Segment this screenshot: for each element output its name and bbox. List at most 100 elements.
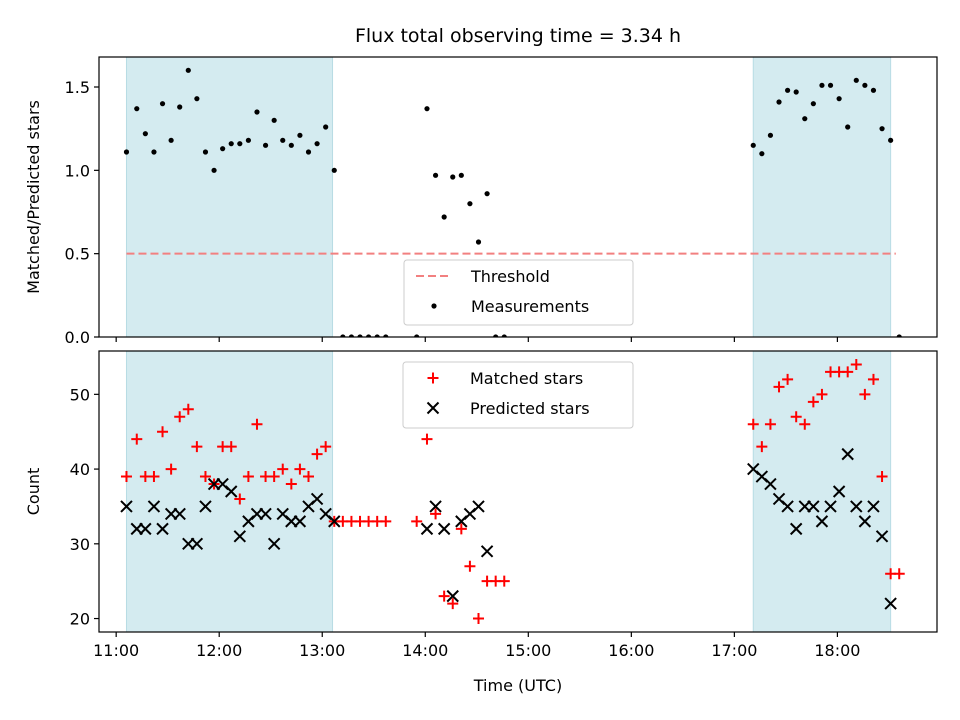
ratio-panel: 0.0 0.5 1.0 1.5 Matched/Predicted stars Flux …	[24, 25, 938, 347]
x-tick-label: 15:00	[505, 641, 551, 660]
measurement-point	[475, 239, 482, 245]
measurement-point	[383, 334, 389, 337]
predicted-star-point	[190, 537, 204, 551]
matched-star-point	[311, 448, 323, 460]
predicted-star-point	[267, 537, 281, 551]
predicted-star-point	[173, 507, 186, 521]
predicted-star-point	[147, 500, 161, 513]
predicted-star-point	[199, 500, 212, 513]
matched-star-point	[782, 373, 794, 385]
measurement-point	[450, 174, 456, 180]
predicted-star-point	[328, 515, 341, 528]
predicted-star-point	[139, 522, 152, 536]
matched-star-point	[174, 411, 186, 423]
predicted-star-point	[815, 515, 829, 528]
count-panel: 11:00 12:00 13:00 14:00 15:00 16:00 17:00 18:00…	[24, 350, 938, 695]
matched-star-point	[447, 598, 459, 610]
measurement-point	[366, 334, 372, 337]
measurement-point	[357, 334, 363, 337]
legend: Matched stars Predicted stars	[402, 361, 634, 429]
matched-star-point	[842, 366, 854, 378]
measurement-point	[836, 96, 842, 102]
matched-star-point	[764, 418, 776, 430]
predicted-star-point	[789, 522, 803, 536]
predicted-star-point	[225, 485, 238, 498]
measurement-point	[888, 137, 894, 143]
measurement-point	[159, 101, 166, 107]
measurement-point	[288, 142, 294, 148]
y-tick-label: 50	[70, 385, 90, 404]
measurement-point	[879, 126, 885, 132]
measurement-point	[314, 141, 320, 147]
measurement-point	[414, 334, 420, 337]
predicted-star-point	[850, 500, 863, 513]
measurement-point	[134, 106, 140, 112]
matched-star-point	[455, 523, 467, 535]
measurement-point	[493, 334, 499, 337]
matched-star-point	[747, 418, 759, 430]
x-tick-label: 11:00	[93, 641, 139, 660]
matched-star-point	[438, 590, 450, 602]
measurement-point	[331, 167, 337, 173]
matched-star-point	[285, 478, 297, 490]
axes-frame	[98, 56, 938, 338]
measurement-point	[305, 149, 312, 155]
chart-title: Flux total observing time = 3.34 h	[355, 25, 681, 47]
predicted-star-point	[884, 597, 897, 610]
y-tick-label: 40	[70, 460, 90, 479]
predicted-star-point	[446, 589, 459, 603]
matched-star-point	[294, 463, 306, 475]
measurement-point	[759, 151, 765, 157]
measurement-point	[767, 132, 774, 138]
predicted-star-point	[807, 500, 820, 513]
measurement-point	[185, 67, 191, 73]
legend-predicted-handle	[426, 401, 440, 415]
measurement-point	[323, 124, 329, 130]
predicted-star-point	[420, 522, 434, 536]
x-axis-label: Time (UTC)	[473, 676, 562, 695]
measurement-point	[853, 77, 859, 83]
measurement-point	[123, 149, 130, 155]
matched-star-point	[157, 426, 169, 438]
matched-star-point	[242, 471, 254, 483]
measurement-point	[467, 201, 473, 207]
observing-span	[125, 350, 334, 633]
matched-star-point	[199, 471, 211, 483]
measurement-point	[793, 89, 799, 95]
legend-label: Predicted stars	[470, 399, 590, 418]
legend-box	[403, 259, 634, 326]
matched-star-point	[430, 508, 442, 520]
matched-star-point	[756, 441, 768, 453]
y-tick-label: 0.5	[65, 245, 90, 264]
measurement-point	[441, 214, 447, 220]
predicted-star-point	[472, 500, 485, 513]
y-tick-label: 1.0	[65, 161, 90, 180]
predicted-star-point	[781, 500, 794, 513]
measurement-point	[271, 117, 277, 123]
y-tick-label: 1.5	[65, 78, 90, 97]
matched-star-point	[807, 396, 819, 408]
predicted-star-point	[429, 500, 442, 513]
matched-star-point	[790, 411, 802, 423]
measurement-point	[776, 99, 782, 105]
measurement-point	[374, 334, 380, 337]
observing-span	[752, 56, 892, 338]
measurement-point	[785, 87, 791, 93]
x-tick-label: 14:00	[402, 641, 448, 660]
measurement-point	[501, 334, 507, 337]
x-tick-label: 16:00	[608, 641, 654, 660]
y-axis-label: Count	[24, 468, 43, 516]
measurement-point	[348, 334, 355, 337]
matched-star-point	[859, 388, 871, 400]
x-tick-label: 12:00	[196, 641, 242, 660]
predicted-star-point	[259, 507, 272, 521]
legend-label: Matched stars	[470, 369, 583, 388]
matched-star-point	[277, 463, 289, 475]
measurement-point	[870, 87, 877, 93]
y-tick-label: 0.0	[65, 328, 90, 347]
legend-label: Measurements	[471, 297, 589, 316]
legend-label: Threshold	[470, 267, 550, 286]
measurement-point	[211, 167, 217, 173]
measurement-point	[458, 172, 464, 178]
